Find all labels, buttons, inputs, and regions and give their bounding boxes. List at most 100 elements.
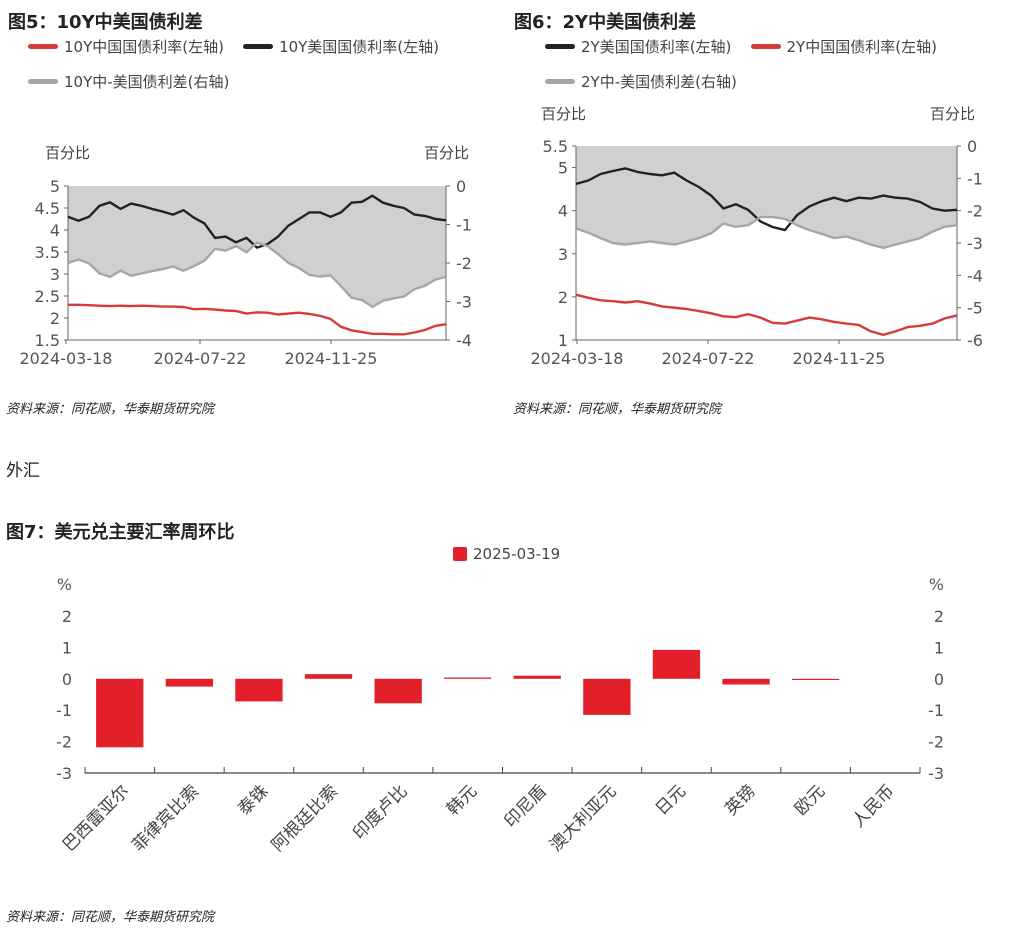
figure7-legend-label: 2025-03-19 — [473, 545, 561, 563]
bar — [583, 678, 631, 715]
figure6-legend-item: 2Y中国国债利率(左轴) — [750, 36, 937, 57]
series-line — [575, 215, 958, 250]
bar — [513, 675, 561, 679]
spread-area — [68, 186, 446, 307]
left-tick-label: 3 — [558, 245, 568, 264]
left-tick-label: 5 — [558, 159, 568, 178]
left-tick-label: 2 — [62, 607, 72, 626]
legend-swatch-black — [243, 44, 274, 49]
category-label: 英镑 — [721, 781, 759, 819]
right-tick-label: -2 — [967, 202, 983, 221]
x-tick-label: 2024-11-25 — [285, 349, 378, 368]
series-line — [68, 303, 447, 336]
legend-swatch-red — [750, 44, 781, 49]
legend-swatch-bar — [453, 547, 467, 561]
figure6-legend: 2Y美国国债利率(左轴) 2Y中国国债利率(左轴) 2Y中-美国债利差(右轴) — [545, 34, 937, 92]
right-tick-label: -4 — [456, 331, 472, 350]
figure6-legend-label: 2Y美国国债利率(左轴) — [581, 38, 732, 56]
right-tick-label: 0 — [456, 177, 466, 196]
category-label: 欧元 — [791, 781, 829, 819]
series-line — [67, 194, 447, 249]
bar — [304, 674, 353, 679]
legend-swatch-red — [28, 44, 58, 49]
legend-swatch-gray — [28, 79, 58, 84]
left-tick-label: -3 — [56, 764, 72, 783]
right-tick-label: -3 — [967, 234, 983, 253]
spread-area — [576, 146, 957, 248]
section-label: 外汇 — [6, 461, 40, 481]
figure6-chart: 1 2 3 4 5 5.5 -6 -5 -4 -3 -2 -1 0 2024-03-18 2024-07-2… — [531, 137, 983, 368]
right-unit-label: % — [929, 575, 944, 594]
series-line — [575, 167, 958, 232]
right-tick-label: -1 — [928, 701, 944, 720]
figure6-legend-item: 2Y中-美国债利差(右轴) — [545, 71, 737, 92]
figure5-right-unit: 百分比 — [424, 144, 470, 162]
right-tick-label: -6 — [967, 331, 983, 350]
figure5-legend-item: 10Y中-美国债利差(右轴) — [28, 71, 229, 92]
left-unit-label: % — [57, 575, 72, 594]
bar — [165, 678, 213, 687]
left-tick-label: 1 — [558, 331, 568, 350]
left-tick-label: -1 — [56, 701, 72, 720]
figure5-legend-label: 10Y美国国债利率(左轴) — [279, 38, 440, 56]
category-label: 印度卢比 — [349, 781, 411, 843]
figure6-legend-item: 2Y美国国债利率(左轴) — [545, 36, 731, 57]
right-tick-label: -4 — [967, 266, 983, 285]
x-tick-label: 2024-07-22 — [154, 349, 247, 368]
figure5-left-unit: 百分比 — [45, 144, 91, 162]
left-tick-label: -2 — [56, 733, 72, 752]
right-tick-label: -2 — [456, 254, 472, 273]
x-tick-label: 2024-03-18 — [531, 349, 624, 368]
figure5-legend-label: 10Y中-美国债利差(右轴) — [64, 73, 230, 91]
bar — [792, 678, 840, 680]
figure7-title: 图7：美元兑主要汇率周环比 — [6, 522, 235, 543]
right-tick-label: -2 — [928, 733, 944, 752]
figure5-legend-item: 10Y美国国债利率(左轴) — [243, 36, 439, 57]
category-label: 菲律宾比索 — [129, 781, 203, 855]
left-tick-label: 1 — [62, 638, 72, 657]
figure5-legend: 10Y中国国债利率(左轴) 10Y美国国债利率(左轴) 10Y中-美国债利差(右… — [28, 34, 439, 92]
figure5-legend-label: 10Y中国国债利率(左轴) — [64, 38, 224, 56]
figure6-left-unit: 百分比 — [541, 105, 587, 123]
figure6-title: 图6：2Y中美国债利差 — [514, 12, 697, 33]
series-line — [575, 293, 958, 337]
x-tick-label: 2024-03-18 — [20, 349, 113, 368]
right-tick-label: -3 — [456, 293, 472, 312]
left-tick-label: 3 — [50, 265, 60, 284]
category-label: 人民币 — [849, 781, 899, 831]
category-label: 阿根廷比索 — [268, 781, 342, 855]
right-tick-label: 0 — [967, 137, 977, 156]
right-tick-label: 0 — [934, 670, 944, 689]
bar — [722, 678, 770, 685]
legend-swatch-gray — [545, 79, 575, 84]
bar — [444, 677, 492, 679]
figure6-legend-label: 2Y中国国债利率(左轴) — [786, 38, 937, 56]
left-tick-label: 1.5 — [35, 331, 60, 350]
left-tick-label: 0 — [62, 670, 72, 689]
left-tick-label: 4.5 — [35, 199, 60, 218]
figure7-source: 资料来源：同花顺，华泰期货研究院 — [6, 910, 215, 925]
left-tick-label: 2.5 — [35, 287, 60, 306]
right-tick-label: -1 — [456, 216, 472, 235]
category-label: 泰铢 — [234, 781, 272, 819]
figure6-right-unit: 百分比 — [930, 105, 976, 123]
series-line — [67, 241, 447, 309]
figure6-source: 资料来源：同花顺，华泰期货研究院 — [513, 402, 722, 417]
x-tick-label: 2024-07-22 — [662, 349, 755, 368]
figure7-legend: 2025-03-19 — [453, 545, 560, 565]
left-tick-label: 5 — [50, 177, 60, 196]
figure7-legend-item: 2025-03-19 — [453, 545, 560, 563]
category-label: 巴西雷亚尔 — [59, 781, 133, 855]
figure6-legend-label: 2Y中-美国债利差(右轴) — [581, 73, 737, 91]
figure5-chart: 1.5 2 2.5 3 3.5 4 4.5 5 -4 -3 -2 -1 0 2024-03-18 2024-… — [20, 177, 472, 368]
left-tick-label: 4 — [50, 221, 60, 240]
figure5-title: 图5：10Y中美国债利差 — [8, 12, 203, 33]
category-label: 韩元 — [443, 781, 481, 819]
bar — [235, 678, 283, 702]
left-tick-label: 5.5 — [543, 137, 568, 156]
left-tick-label: 3.5 — [35, 243, 60, 262]
category-label: 印尼盾 — [501, 781, 551, 831]
bar — [374, 678, 422, 704]
bar — [96, 678, 144, 748]
